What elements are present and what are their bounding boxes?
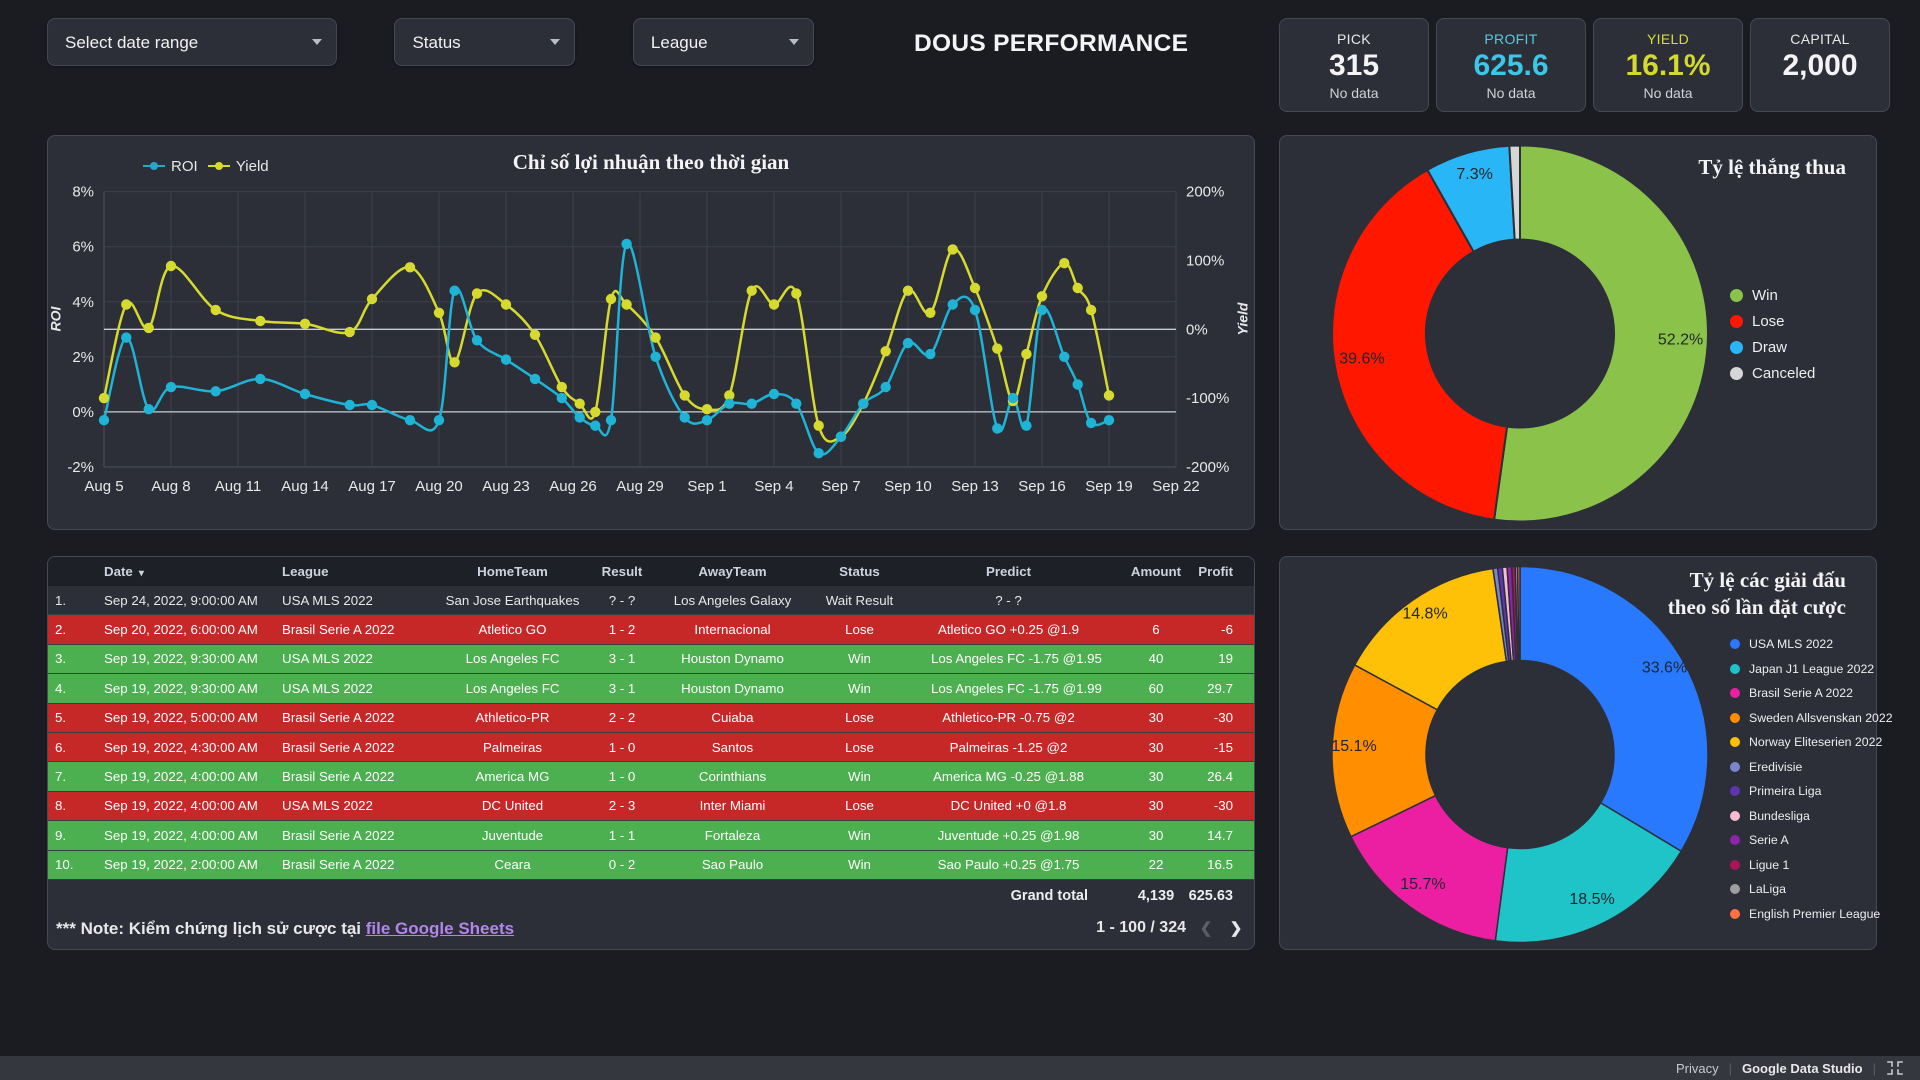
svg-text:Aug 26: Aug 26 (549, 478, 597, 495)
svg-text:Sep 16: Sep 16 (1018, 478, 1066, 495)
svg-text:0%: 0% (72, 404, 94, 421)
svg-text:15.1%: 15.1% (1331, 738, 1376, 755)
svg-text:Aug 5: Aug 5 (84, 478, 123, 495)
svg-text:Aug 8: Aug 8 (151, 478, 190, 495)
svg-text:6%: 6% (72, 239, 94, 256)
svg-text:8%: 8% (72, 184, 94, 201)
svg-text:39.6%: 39.6% (1339, 351, 1384, 368)
svg-text:Sep 13: Sep 13 (951, 478, 999, 495)
svg-text:-2%: -2% (67, 459, 94, 476)
svg-text:Aug 11: Aug 11 (215, 478, 261, 495)
svg-text:100%: 100% (1186, 253, 1224, 270)
svg-text:Aug 14: Aug 14 (281, 478, 329, 495)
svg-text:Sep 22: Sep 22 (1152, 478, 1200, 495)
svg-text:Sep 1: Sep 1 (687, 478, 726, 495)
svg-text:Aug 29: Aug 29 (616, 478, 664, 495)
svg-text:Aug 23: Aug 23 (482, 478, 530, 495)
svg-text:Sep 10: Sep 10 (884, 478, 932, 495)
svg-text:0%: 0% (1186, 321, 1208, 338)
svg-text:Aug 17: Aug 17 (348, 478, 396, 495)
svg-text:-100%: -100% (1186, 390, 1229, 407)
svg-text:Sep 4: Sep 4 (754, 478, 793, 495)
svg-text:15.7%: 15.7% (1400, 876, 1445, 893)
svg-text:52.2%: 52.2% (1658, 332, 1703, 349)
svg-text:2%: 2% (72, 349, 94, 366)
svg-text:33.6%: 33.6% (1642, 660, 1687, 677)
svg-text:Aug 20: Aug 20 (415, 478, 463, 495)
svg-text:7.3%: 7.3% (1456, 166, 1492, 183)
svg-text:200%: 200% (1186, 184, 1224, 201)
svg-text:4%: 4% (72, 294, 94, 311)
svg-text:Sep 19: Sep 19 (1085, 478, 1133, 495)
svg-text:18.5%: 18.5% (1569, 891, 1614, 908)
svg-text:Sep 7: Sep 7 (821, 478, 860, 495)
svg-text:-200%: -200% (1186, 459, 1229, 476)
svg-text:14.8%: 14.8% (1402, 605, 1447, 622)
